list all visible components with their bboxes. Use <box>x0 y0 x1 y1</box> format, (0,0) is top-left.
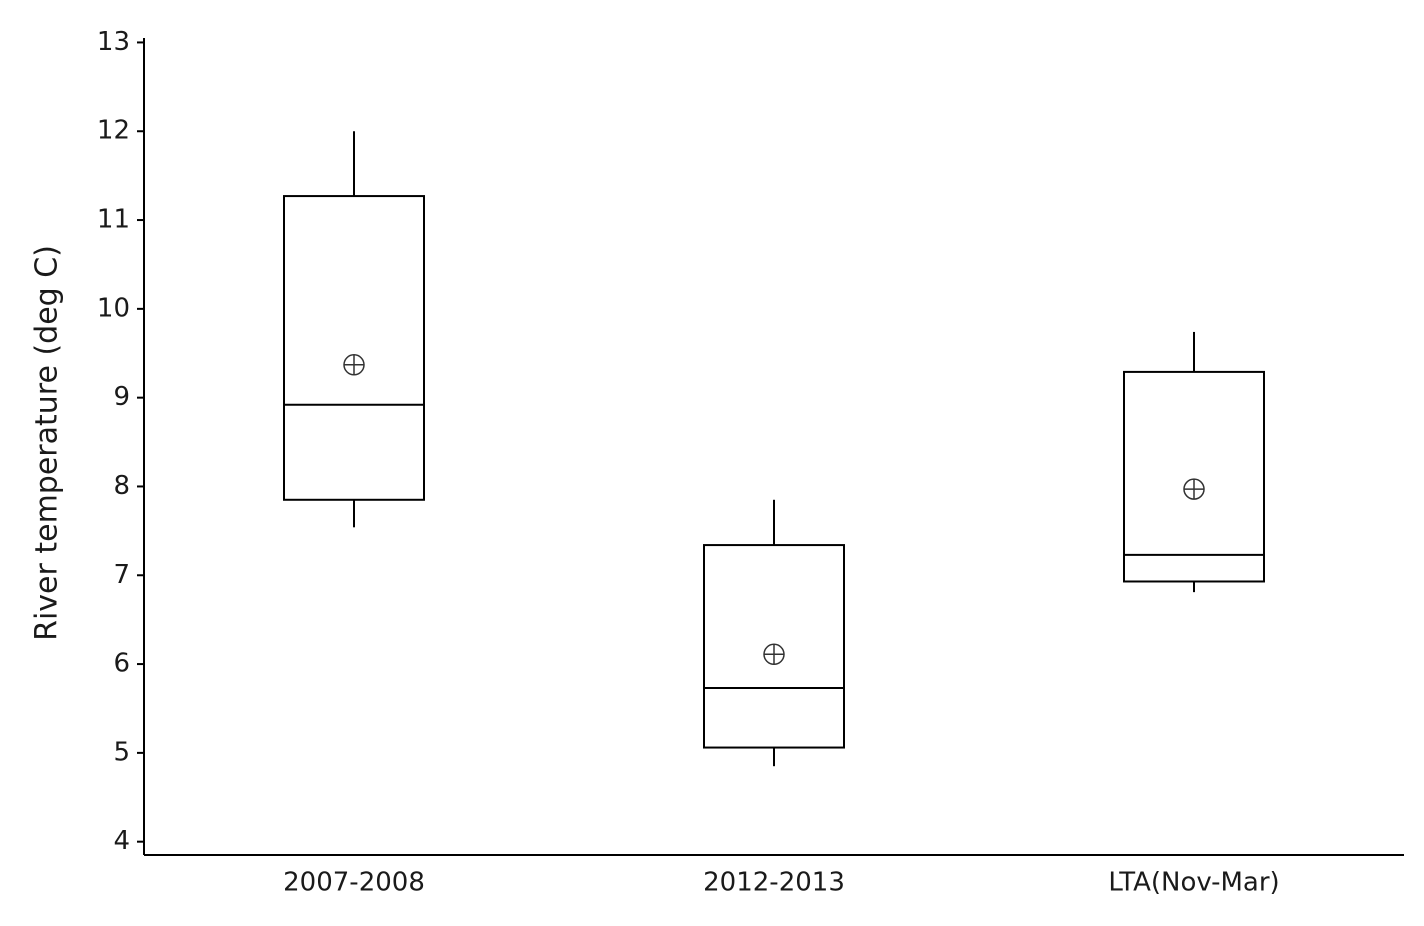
y-tick-label: 6 <box>113 649 130 679</box>
x-tick-label: 2012-2013 <box>703 868 845 898</box>
y-tick-label: 9 <box>113 382 130 412</box>
y-tick-label: 11 <box>97 205 130 235</box>
y-tick-label: 7 <box>113 560 130 590</box>
y-tick-label: 5 <box>113 737 130 767</box>
y-tick-label: 13 <box>97 27 130 57</box>
y-tick-label: 4 <box>113 826 130 856</box>
box <box>703 544 845 749</box>
x-tick-label: LTA(Nov-Mar) <box>1108 868 1279 898</box>
box <box>1123 370 1265 583</box>
mean-cross <box>764 644 784 665</box>
mean-cross <box>1184 479 1204 500</box>
x-tick-label: 2007-2008 <box>283 868 425 898</box>
box <box>283 195 425 501</box>
y-axis-label: River temperature (deg C) <box>30 245 65 641</box>
y-tick-label: 10 <box>97 293 130 323</box>
y-tick-label: 12 <box>97 116 130 146</box>
y-tick-label: 8 <box>113 471 130 501</box>
mean-cross <box>344 354 364 375</box>
